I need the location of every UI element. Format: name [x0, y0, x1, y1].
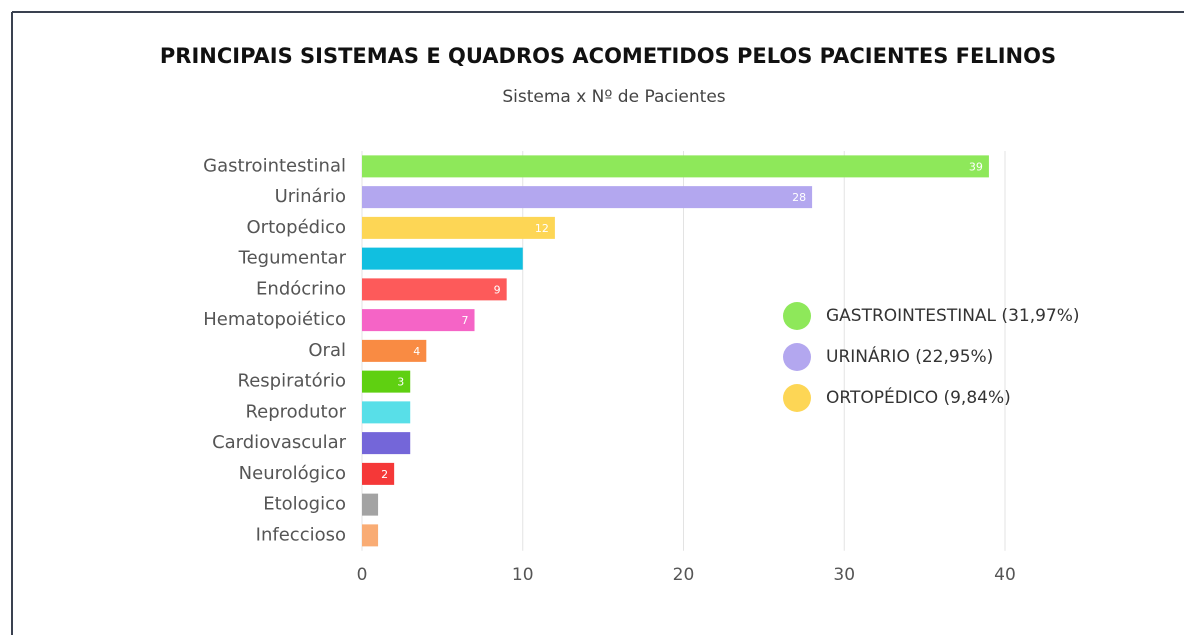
legend-label: URINÁRIO (22,95%) [826, 345, 993, 367]
y-tick-label: Oral [308, 340, 346, 361]
bar [362, 339, 427, 362]
legend-label: ORTOPÉDICO (9,84%) [826, 386, 1011, 408]
bar [362, 186, 813, 209]
x-tick-label: 0 [357, 565, 368, 585]
y-tick-label: Gastrointestinal [203, 155, 346, 176]
legend-swatch [783, 302, 811, 330]
value-label: 39 [969, 160, 983, 173]
value-label: 4 [413, 345, 420, 358]
y-tick-label: Tegumentar [238, 248, 347, 269]
value-label: 7 [462, 314, 469, 327]
legend-swatch [783, 343, 811, 371]
chart-title: PRINCIPAIS SISTEMAS E QUADROS ACOMETIDOS… [160, 44, 1056, 68]
y-tick-label: Infeccioso [256, 524, 346, 545]
bar [362, 462, 395, 485]
value-label: 2 [381, 468, 388, 481]
y-tick-label: Urinário [275, 186, 346, 207]
bar [362, 278, 507, 301]
y-tick-label: Respiratório [238, 371, 347, 392]
bar [362, 247, 523, 270]
y-tick-label: Endócrino [256, 278, 346, 299]
value-label: 9 [494, 283, 501, 296]
bar [362, 155, 989, 178]
y-tick-label: Ortopédico [247, 217, 346, 238]
bar [362, 370, 411, 393]
x-tick-label: 10 [512, 565, 534, 585]
y-tick-label: Cardiovascular [212, 432, 347, 453]
chart-subtitle: Sistema x Nº de Pacientes [502, 87, 725, 107]
y-tick-label: Etologico [263, 494, 346, 515]
y-tick-label: Neurológico [239, 463, 346, 484]
y-tick-label: Reprodutor [245, 401, 346, 422]
value-label: 28 [792, 191, 806, 204]
legend-label: GASTROINTESTINAL (31,97%) [826, 306, 1080, 326]
bar [362, 401, 411, 424]
bar [362, 524, 379, 547]
value-label: 3 [397, 376, 404, 389]
x-tick-label: 40 [994, 565, 1016, 585]
legend-swatch [783, 384, 811, 412]
x-tick-label: 20 [673, 565, 695, 585]
value-label: 12 [535, 222, 549, 235]
bar [362, 309, 475, 332]
bar [362, 216, 555, 239]
x-tick-label: 30 [833, 565, 855, 585]
y-tick-label: Hematopoiético [203, 309, 346, 330]
bar [362, 493, 379, 516]
bar [362, 432, 411, 455]
